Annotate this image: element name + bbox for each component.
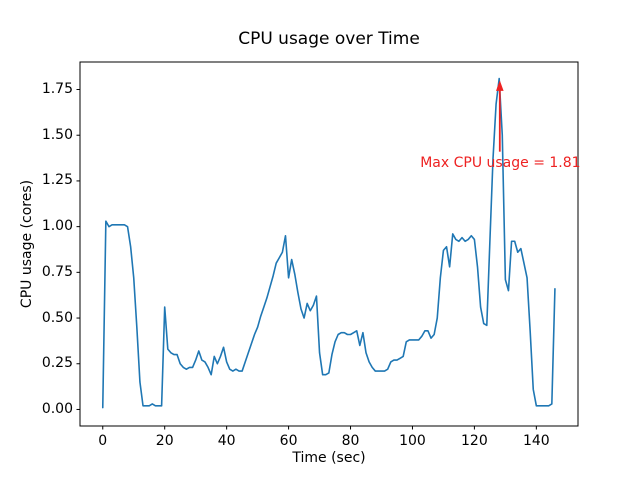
chart-title: CPU usage over Time xyxy=(238,29,420,49)
y-tick-label: 1.50 xyxy=(41,126,73,143)
tick-marks xyxy=(76,89,537,430)
max-cpu-annotation: Max CPU usage = 1.81 xyxy=(420,154,581,171)
x-tick-label: 140 xyxy=(522,433,550,449)
y-tick-label: 1.25 xyxy=(41,172,73,189)
y-axis-label: CPU usage (cores) xyxy=(19,179,35,309)
y-tick-label: 0.50 xyxy=(41,309,73,326)
x-tick-label: 60 xyxy=(279,433,298,449)
y-tick-label: 1.75 xyxy=(41,81,73,97)
y-tick-label: 0.75 xyxy=(41,263,73,280)
y-tick-label: 1.00 xyxy=(41,218,73,235)
x-axis-label: Time (sec) xyxy=(292,450,366,466)
x-tick-label: 120 xyxy=(461,433,488,449)
y-tick-label: 0.25 xyxy=(41,355,73,372)
y-tick-label: 0.00 xyxy=(41,400,73,417)
plot-border xyxy=(79,61,579,427)
x-tick-label: 40 xyxy=(217,433,236,449)
x-tick-label: 80 xyxy=(341,433,360,449)
arrow-head xyxy=(496,80,504,91)
x-tick-label: 20 xyxy=(155,433,174,449)
x-tick-label: 100 xyxy=(399,433,426,449)
cpu-usage-line xyxy=(101,77,556,409)
x-tick-label: 0 xyxy=(98,433,108,449)
annotation-arrow-icon xyxy=(496,80,504,152)
